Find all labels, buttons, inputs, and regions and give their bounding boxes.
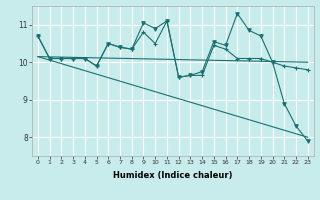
X-axis label: Humidex (Indice chaleur): Humidex (Indice chaleur) [113, 171, 233, 180]
